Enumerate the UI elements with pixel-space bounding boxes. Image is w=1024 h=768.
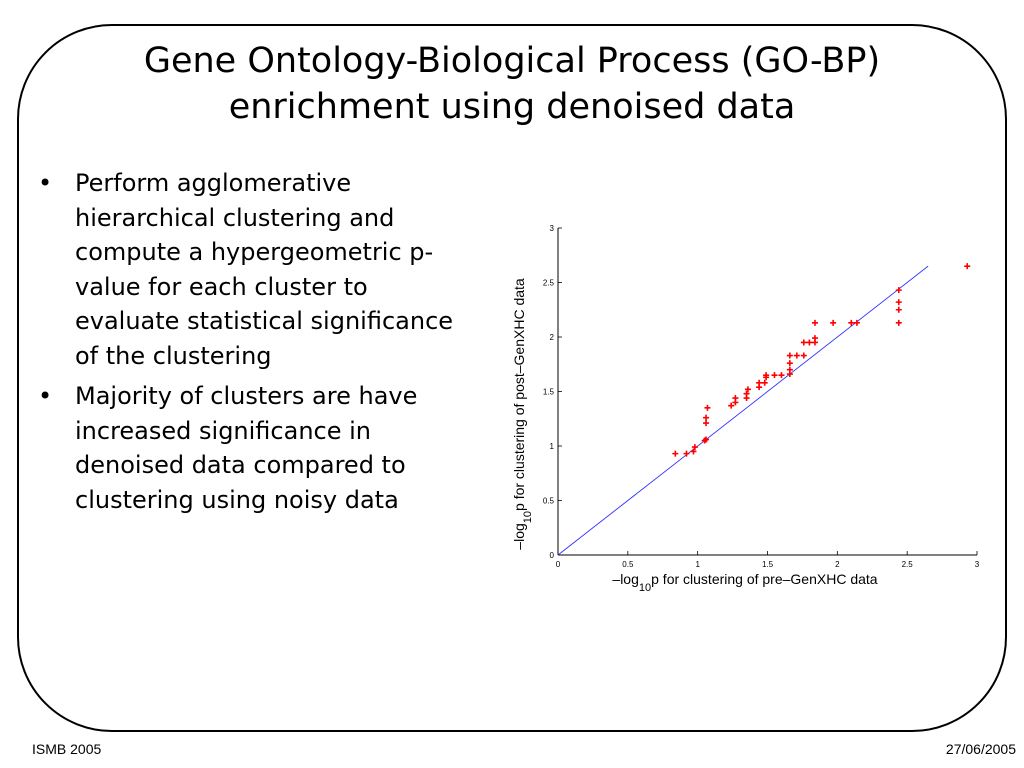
data-point — [763, 372, 770, 379]
slide-frame — [17, 24, 1007, 732]
slide-title-line-1: Gene Ontology-Biological Process (GO-BP) — [143, 41, 881, 81]
y-tick-label: 2.5 — [543, 279, 555, 288]
data-point — [778, 372, 785, 379]
data-point — [756, 379, 763, 386]
slide-title-line-2: enrichment using denoised data — [228, 87, 796, 127]
data-point — [761, 379, 768, 386]
bullet-item: • Majority of clusters are have increase… — [38, 379, 478, 517]
bullet-text: Majority of clusters are have increased … — [75, 382, 418, 514]
data-point — [744, 386, 751, 393]
x-tick-label: 2.5 — [902, 560, 914, 569]
y-axis-label-subscript: 10 — [522, 511, 534, 523]
x-tick-label: 3 — [975, 560, 980, 569]
data-point — [895, 319, 902, 326]
data-point — [964, 263, 971, 270]
data-point — [806, 339, 813, 346]
bullet-list: • Perform agglomerative hierarchical clu… — [38, 166, 478, 523]
data-point — [793, 352, 800, 359]
data-point — [786, 352, 793, 359]
data-point — [728, 402, 735, 409]
y-axis-label-suffix: p for clustering of post–GenXHC data — [511, 278, 527, 511]
data-point — [848, 319, 855, 326]
x-axis-label-prefix: –log — [612, 571, 638, 587]
data-point — [895, 306, 902, 313]
data-point — [672, 450, 679, 457]
data-point — [771, 372, 778, 379]
data-point — [830, 319, 837, 326]
data-point — [703, 436, 710, 443]
data-point — [732, 395, 739, 402]
bullet-dot: • — [38, 382, 53, 410]
x-tick-label: 1 — [695, 560, 700, 569]
bullet-item: • Perform agglomerative hierarchical clu… — [38, 166, 478, 373]
footer-date: 27/06/2005 — [945, 741, 1016, 757]
data-point — [811, 335, 818, 342]
data-point — [800, 352, 807, 359]
y-axis-label: –log10p for clustering of post–GenXHC da… — [511, 278, 534, 550]
data-points — [672, 263, 971, 457]
y-tick-label: 0.5 — [543, 497, 555, 506]
data-point — [786, 366, 793, 373]
x-tick-label: 2 — [835, 560, 840, 569]
data-point — [853, 319, 860, 326]
data-point — [703, 414, 710, 421]
x-tick-label: 0 — [556, 560, 561, 569]
y-axis-label-prefix: –log — [511, 523, 527, 549]
y-axis-ticks: 0 0.5 1 1.5 2 2.5 3 — [543, 224, 562, 560]
scatter-chart: 00.511.522.53 0 0.5 1 1.5 2 2.5 3 –log10p for … — [511, 224, 980, 594]
x-tick-label: 0.5 — [622, 560, 634, 569]
slide-title: Gene Ontology-Biological Process (GO-BP)… — [40, 38, 984, 130]
y-tick-label: 1 — [550, 442, 555, 451]
y-tick-label: 2 — [550, 333, 555, 342]
y-tick-label: 0 — [550, 551, 555, 560]
data-point — [691, 444, 698, 451]
data-point — [683, 450, 690, 457]
bullet-dot: • — [38, 169, 53, 197]
footer-conference: ISMB 2005 — [32, 741, 102, 757]
y-tick-label: 3 — [550, 224, 555, 233]
x-axis-label: –log10p for clustering of pre–GenXHC dat… — [612, 571, 877, 594]
x-axis-label-subscript: 10 — [639, 582, 651, 594]
data-point — [786, 360, 793, 367]
x-axis-label-suffix: p for clustering of pre–GenXHC data — [651, 571, 878, 587]
data-point — [704, 404, 711, 411]
data-point — [811, 319, 818, 326]
x-axis-ticks: 0 0.5 1 1.5 2 2.5 3 — [556, 551, 980, 569]
data-point — [703, 420, 710, 427]
bullet-text: Perform agglomerative hierarchical clust… — [75, 169, 454, 370]
data-point — [743, 390, 750, 397]
data-point — [895, 287, 902, 294]
data-point — [800, 339, 807, 346]
data-point — [690, 448, 697, 455]
x-tick-label: 1.5 — [762, 560, 774, 569]
reference-line — [557, 265, 929, 556]
data-point — [895, 299, 902, 306]
y-tick-label: 1.5 — [543, 388, 555, 397]
